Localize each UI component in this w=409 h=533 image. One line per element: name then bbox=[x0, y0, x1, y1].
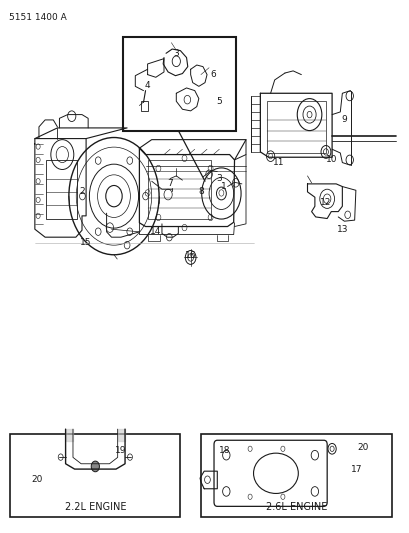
Text: 3: 3 bbox=[216, 174, 222, 183]
Bar bbox=[123, 37, 235, 131]
Bar bbox=[266, 101, 325, 153]
Text: 2.6L ENGINE: 2.6L ENGINE bbox=[265, 503, 326, 512]
Text: 18: 18 bbox=[218, 446, 230, 455]
Text: 7: 7 bbox=[167, 180, 173, 188]
Text: 1: 1 bbox=[220, 182, 226, 191]
Text: 14: 14 bbox=[150, 228, 161, 236]
Text: 5151 1400 A: 5151 1400 A bbox=[9, 13, 67, 22]
Text: 11: 11 bbox=[272, 158, 284, 167]
Text: 16: 16 bbox=[184, 252, 196, 260]
Text: 10: 10 bbox=[326, 156, 337, 164]
Text: 17: 17 bbox=[350, 465, 362, 473]
Bar bbox=[200, 434, 391, 517]
Bar bbox=[10, 434, 180, 517]
Text: 19: 19 bbox=[115, 446, 126, 455]
Text: 8: 8 bbox=[198, 188, 203, 196]
Bar bbox=[46, 160, 76, 219]
Text: 20: 20 bbox=[31, 475, 43, 484]
Bar bbox=[147, 160, 211, 219]
Text: 4: 4 bbox=[144, 81, 150, 90]
Text: 5: 5 bbox=[216, 97, 222, 106]
Bar bbox=[141, 101, 147, 111]
Text: 12: 12 bbox=[319, 198, 331, 207]
Text: 9: 9 bbox=[341, 116, 346, 124]
Text: 15: 15 bbox=[80, 238, 92, 247]
Text: 3: 3 bbox=[173, 49, 179, 58]
Text: 2.2L ENGINE: 2.2L ENGINE bbox=[64, 503, 126, 512]
Text: 2: 2 bbox=[79, 188, 85, 196]
Circle shape bbox=[91, 461, 99, 472]
Text: 20: 20 bbox=[356, 443, 368, 452]
Text: 13: 13 bbox=[336, 225, 347, 233]
Text: 6: 6 bbox=[210, 70, 216, 79]
